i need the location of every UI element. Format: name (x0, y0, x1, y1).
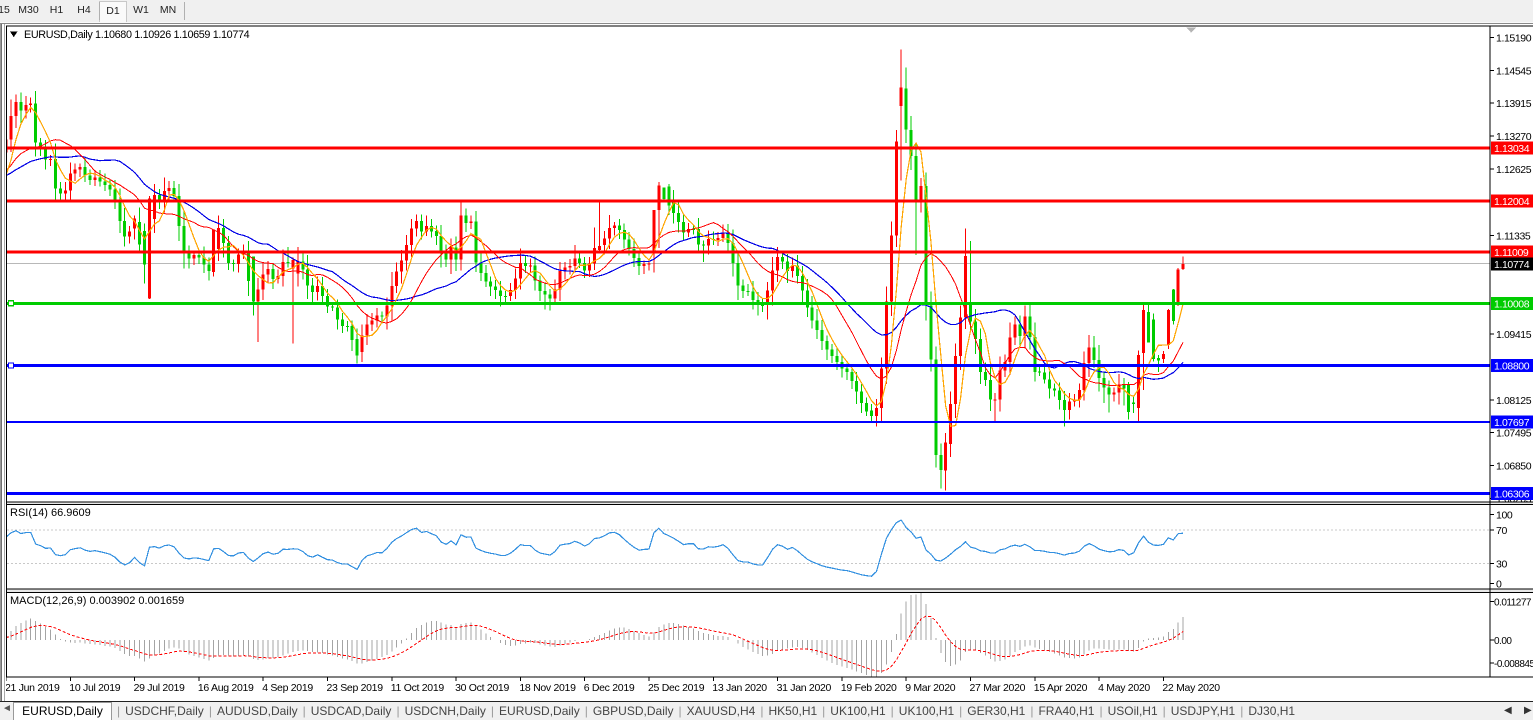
svg-text:30: 30 (1496, 559, 1507, 571)
svg-text:1.06850: 1.06850 (1496, 461, 1532, 473)
svg-text:1.11009: 1.11009 (1494, 247, 1529, 259)
svg-text:100: 100 (1496, 509, 1513, 521)
svg-text:9 Mar 2020: 9 Mar 2020 (905, 682, 956, 694)
svg-text:15 Apr 2020: 15 Apr 2020 (1034, 682, 1088, 694)
svg-text:29 Jul 2019: 29 Jul 2019 (134, 682, 185, 694)
svg-text:1.13034: 1.13034 (1494, 143, 1530, 155)
svg-text:1.10774: 1.10774 (1494, 259, 1530, 271)
svg-text:31 Jan 2020: 31 Jan 2020 (777, 682, 832, 694)
svg-text:10 Jul 2019: 10 Jul 2019 (69, 682, 120, 694)
svg-text:1.07697: 1.07697 (1494, 417, 1530, 429)
svg-text:1.13915: 1.13915 (1496, 98, 1532, 110)
svg-text:1.13270: 1.13270 (1496, 131, 1532, 143)
svg-text:18 Nov 2019: 18 Nov 2019 (519, 682, 576, 694)
svg-text:0.00: 0.00 (1494, 636, 1512, 647)
svg-text:1.14545: 1.14545 (1496, 66, 1532, 78)
svg-text:16 Aug 2019: 16 Aug 2019 (198, 682, 254, 694)
svg-text:1.12004: 1.12004 (1494, 196, 1530, 208)
svg-text:1.10008: 1.10008 (1494, 298, 1530, 310)
svg-text:25 Dec 2019: 25 Dec 2019 (648, 682, 705, 694)
svg-text:EURUSD,Daily 1.10680 1.10926: EURUSD,Daily 1.10680 1.10926 1.10659 1.1… (24, 29, 250, 41)
svg-text:19 Feb 2020: 19 Feb 2020 (841, 682, 897, 694)
svg-text:1.09415: 1.09415 (1496, 329, 1532, 341)
svg-text:6 Dec 2019: 6 Dec 2019 (584, 682, 635, 694)
svg-text:4 May 2020: 4 May 2020 (1098, 682, 1150, 694)
svg-text:30 Oct 2019: 30 Oct 2019 (455, 682, 509, 694)
svg-text:1.07495: 1.07495 (1496, 428, 1532, 440)
svg-text:21 Jun 2019: 21 Jun 2019 (5, 682, 60, 694)
svg-text:-0.008845: -0.008845 (1494, 659, 1533, 670)
svg-text:MACD(12,26,9) 0.003902 0.00165: MACD(12,26,9) 0.003902 0.001659 (10, 595, 184, 607)
svg-text:1.15190: 1.15190 (1496, 32, 1532, 44)
svg-text:RSI(14) 66.9609: RSI(14) 66.9609 (10, 507, 91, 519)
svg-text:1.06306: 1.06306 (1494, 489, 1530, 501)
svg-text:1.08800: 1.08800 (1494, 361, 1530, 373)
svg-text:22 May 2020: 22 May 2020 (1162, 682, 1220, 694)
svg-text:27 Mar 2020: 27 Mar 2020 (970, 682, 1026, 694)
svg-text:13 Jan 2020: 13 Jan 2020 (712, 682, 767, 694)
svg-text:11 Oct 2019: 11 Oct 2019 (391, 682, 445, 694)
svg-text:0: 0 (1496, 578, 1502, 590)
svg-text:0.011277: 0.011277 (1494, 597, 1532, 608)
svg-text:23 Sep 2019: 23 Sep 2019 (327, 682, 384, 694)
svg-text:1.08125: 1.08125 (1496, 395, 1532, 407)
svg-text:70: 70 (1496, 525, 1507, 537)
svg-text:1.11335: 1.11335 (1496, 230, 1531, 242)
svg-text:4 Sep 2019: 4 Sep 2019 (262, 682, 313, 694)
svg-text:1.12625: 1.12625 (1496, 164, 1532, 176)
